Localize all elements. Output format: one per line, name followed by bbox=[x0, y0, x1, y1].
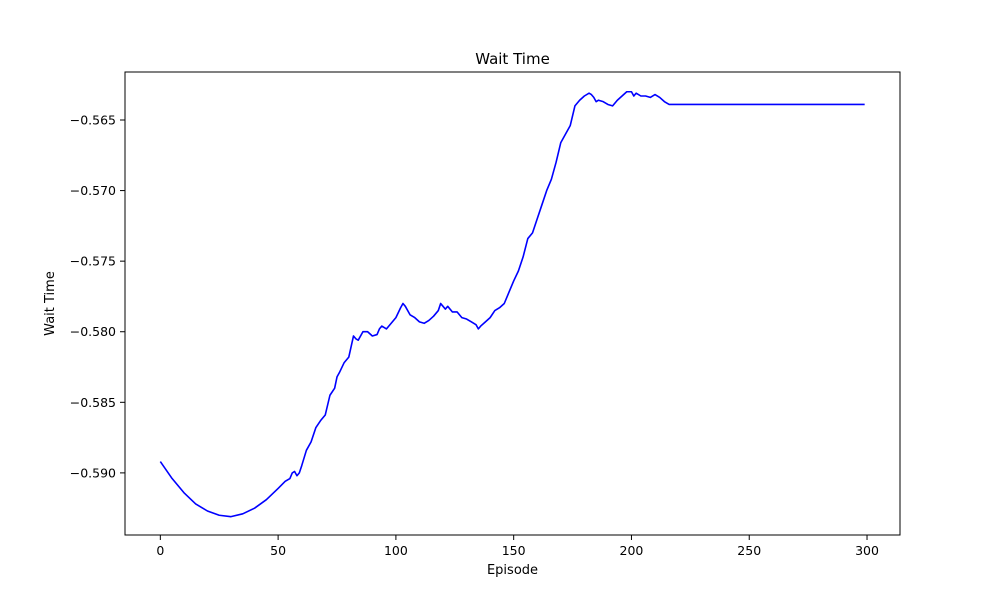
y-tick-label: −0.580 bbox=[70, 324, 116, 339]
y-tick-label: −0.565 bbox=[70, 112, 116, 127]
x-axis-ticks: 0 50 100 150 200 250 300 bbox=[156, 535, 879, 558]
x-tick-label: 100 bbox=[384, 543, 408, 558]
y-tick-label: −0.590 bbox=[70, 465, 116, 480]
y-tick-label: −0.575 bbox=[70, 254, 116, 269]
x-axis-label: Episode bbox=[487, 563, 538, 578]
plot-frame bbox=[124, 71, 901, 536]
y-tick-label: −0.585 bbox=[70, 395, 116, 410]
y-tick-label: −0.570 bbox=[70, 183, 116, 198]
x-tick-label: 0 bbox=[156, 543, 164, 558]
y-axis-label: Wait Time bbox=[43, 271, 58, 336]
chart-title: Wait Time bbox=[475, 50, 550, 68]
series-line bbox=[159, 90, 865, 518]
x-tick-label: 150 bbox=[502, 543, 526, 558]
x-tick-label: 200 bbox=[620, 543, 644, 558]
y-axis-ticks: −0.590 −0.585 −0.580 −0.575 −0.570 −0.565 bbox=[70, 112, 125, 480]
x-tick-label: 300 bbox=[855, 543, 879, 558]
x-tick-label: 50 bbox=[270, 543, 286, 558]
x-tick-label: 250 bbox=[737, 543, 761, 558]
